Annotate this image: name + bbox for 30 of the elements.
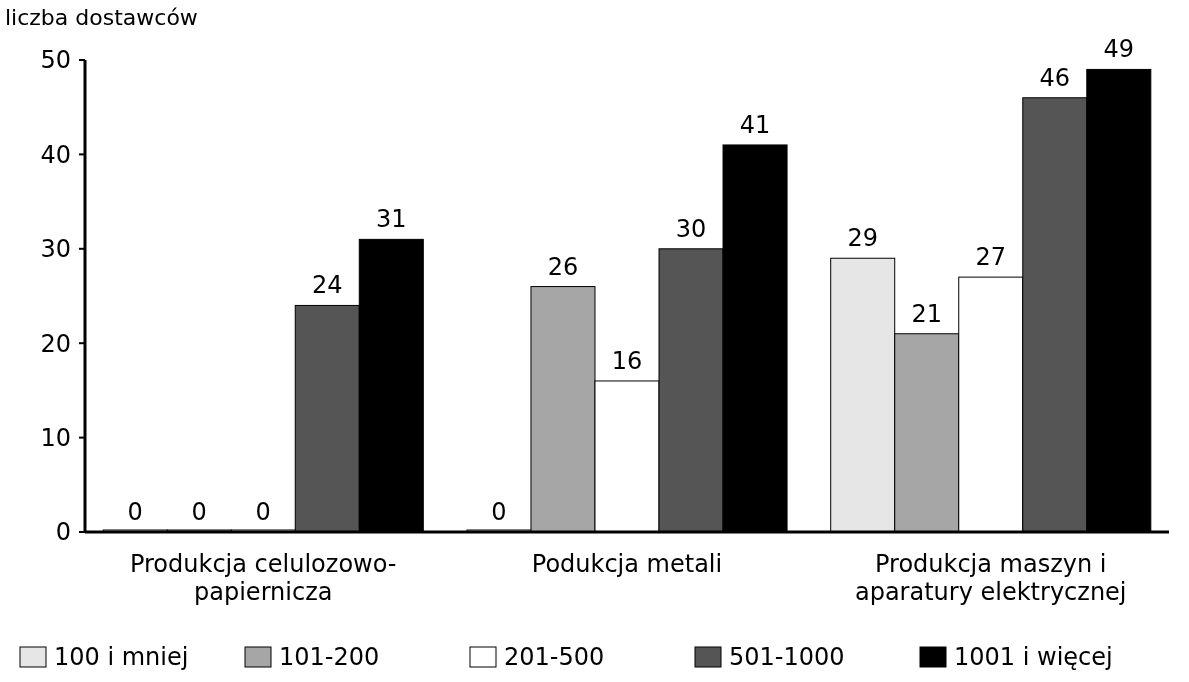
y-tick-label: 30	[40, 235, 71, 264]
legend-label: 501-1000	[729, 643, 845, 672]
x-tick-label: Produkcja celulozowo-papiernicza	[129, 550, 397, 606]
x-tick-label: Produkcja maszyn i aparatury elektrycznej	[854, 550, 1127, 606]
data-label: 0	[191, 498, 207, 526]
data-label: 46	[1039, 63, 1071, 92]
data-label: 21	[911, 299, 943, 328]
data-label: 31	[376, 205, 407, 234]
y-tick-label: 0	[55, 518, 71, 547]
data-label: 16	[611, 346, 643, 375]
legend-label: 101-200	[279, 643, 380, 672]
data-label: 24	[311, 271, 343, 300]
legend-label: 100 i mniej	[54, 643, 189, 672]
y-tick-label: 20	[40, 329, 71, 358]
y-axis-title: liczba dostawców	[5, 5, 198, 30]
y-tick-label: 10	[40, 424, 71, 452]
data-label: 0	[255, 498, 271, 526]
data-label: 30	[675, 214, 707, 243]
data-label: 26	[547, 252, 579, 281]
data-label: 49	[1103, 35, 1135, 64]
data-label: 41	[739, 110, 771, 139]
legend-label: 1001 i więcej	[954, 643, 1113, 672]
data-label: 0	[127, 498, 143, 526]
data-label: 29	[847, 224, 878, 253]
x-tick-label: Podukcja metali	[531, 550, 723, 578]
y-tick-label: 50	[40, 46, 71, 75]
data-label: 0	[491, 498, 507, 526]
data-label: 27	[975, 243, 1007, 272]
legend-label: 201-500	[504, 643, 605, 672]
y-tick-label: 40	[40, 140, 71, 169]
